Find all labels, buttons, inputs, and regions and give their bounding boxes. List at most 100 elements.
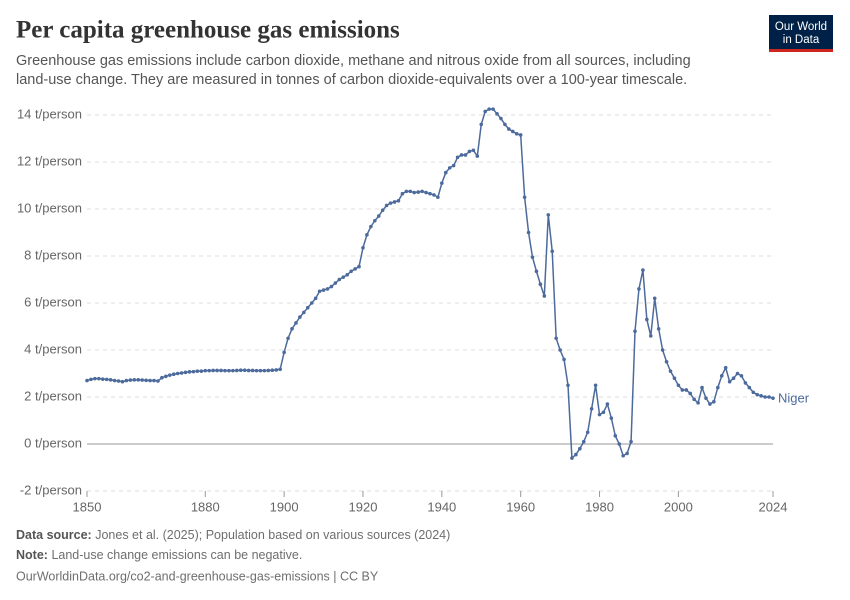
chart-title: Per capita greenhouse gas emissions xyxy=(16,17,400,44)
data-point xyxy=(408,189,413,194)
data-point xyxy=(463,153,468,157)
data-point xyxy=(235,368,239,373)
x-tick-label: 1850 xyxy=(73,499,102,514)
data-point xyxy=(376,214,381,218)
data-point xyxy=(704,396,708,400)
data-point xyxy=(321,288,326,292)
data-point xyxy=(199,369,204,373)
source: Jones et al. (2025); Population based on… xyxy=(95,528,450,542)
x-tick-label: 1960 xyxy=(506,499,535,514)
data-point xyxy=(254,368,259,373)
data-point xyxy=(89,377,93,382)
data-point xyxy=(416,190,420,194)
data-point xyxy=(731,376,736,381)
data-point xyxy=(207,368,212,373)
data-point xyxy=(443,170,448,175)
data-point xyxy=(641,268,645,272)
data-point xyxy=(337,277,342,282)
data-point xyxy=(483,109,487,114)
y-tick-label: 10 t/person xyxy=(17,200,82,215)
data-point xyxy=(514,132,519,136)
data-point xyxy=(266,368,271,373)
data-point xyxy=(440,181,444,185)
data-point xyxy=(282,350,286,355)
data-point xyxy=(581,439,586,444)
data-point xyxy=(637,287,641,291)
data-point xyxy=(286,336,290,341)
y-tick-label: 6 t/person xyxy=(24,294,82,309)
logo-bar xyxy=(769,49,833,52)
data-point xyxy=(684,388,689,392)
data-point xyxy=(156,379,160,383)
data-point xyxy=(361,245,365,250)
data-point xyxy=(384,203,389,208)
data-point xyxy=(759,394,763,398)
data-point xyxy=(345,273,350,277)
data-point xyxy=(436,195,440,200)
data-point xyxy=(211,368,215,373)
data-point xyxy=(605,402,610,406)
data-point xyxy=(589,406,594,411)
data-point xyxy=(179,371,184,375)
logo[interactable]: Our World in Data xyxy=(769,15,833,52)
data-point xyxy=(148,378,152,383)
data-point xyxy=(747,385,752,390)
data-point xyxy=(743,381,748,385)
data-point xyxy=(566,383,570,388)
data-point xyxy=(562,357,566,362)
data-point xyxy=(333,281,338,285)
data-point xyxy=(518,133,523,137)
data-point xyxy=(455,155,460,160)
data-point xyxy=(467,149,472,154)
data-point xyxy=(672,376,677,381)
data-point xyxy=(680,388,685,392)
data-point xyxy=(274,368,279,372)
data-point xyxy=(676,383,681,388)
data-point xyxy=(164,374,168,379)
data-point xyxy=(451,163,456,168)
data-point xyxy=(719,374,724,378)
data-point xyxy=(144,378,148,383)
data-point xyxy=(447,166,452,170)
data-point xyxy=(132,378,137,382)
data-point xyxy=(373,218,377,223)
x-tick-label: 1920 xyxy=(349,499,378,514)
data-point xyxy=(554,336,558,341)
data-point xyxy=(479,122,484,127)
data-point xyxy=(578,446,582,451)
data-point xyxy=(708,402,712,406)
data-point xyxy=(696,401,700,405)
data-point xyxy=(278,367,282,372)
url[interactable]: OurWorldinData.org/co2-and-greenhouse-ga… xyxy=(16,569,379,583)
data-point xyxy=(160,375,164,380)
data-point xyxy=(309,301,314,305)
data-point xyxy=(735,371,740,376)
data-point xyxy=(503,122,507,127)
data-point xyxy=(424,190,428,195)
data-point xyxy=(171,372,176,377)
logo-text: in Data xyxy=(783,34,820,46)
data-point xyxy=(487,107,491,111)
note-label: Note: xyxy=(16,548,48,562)
data-point xyxy=(325,287,330,291)
source-label: Data source: xyxy=(16,528,92,542)
y-tick-label: -2 t/person xyxy=(20,482,82,497)
data-point xyxy=(688,391,693,396)
data-point xyxy=(621,453,625,458)
data-point xyxy=(246,368,251,373)
data-point xyxy=(507,127,511,131)
note-text: Land-use change emissions can be negativ… xyxy=(51,548,302,562)
data-point xyxy=(380,208,385,212)
data-point xyxy=(191,369,196,374)
data-point xyxy=(716,385,720,390)
data-point xyxy=(601,410,606,415)
data-point xyxy=(357,264,361,269)
data-point xyxy=(491,107,495,111)
data-point xyxy=(120,379,125,384)
data-point xyxy=(522,195,527,200)
data-point xyxy=(585,430,590,435)
data-point xyxy=(432,193,436,197)
data-point xyxy=(341,275,346,279)
y-tick-label: 4 t/person xyxy=(24,341,82,356)
data-point xyxy=(97,376,101,381)
